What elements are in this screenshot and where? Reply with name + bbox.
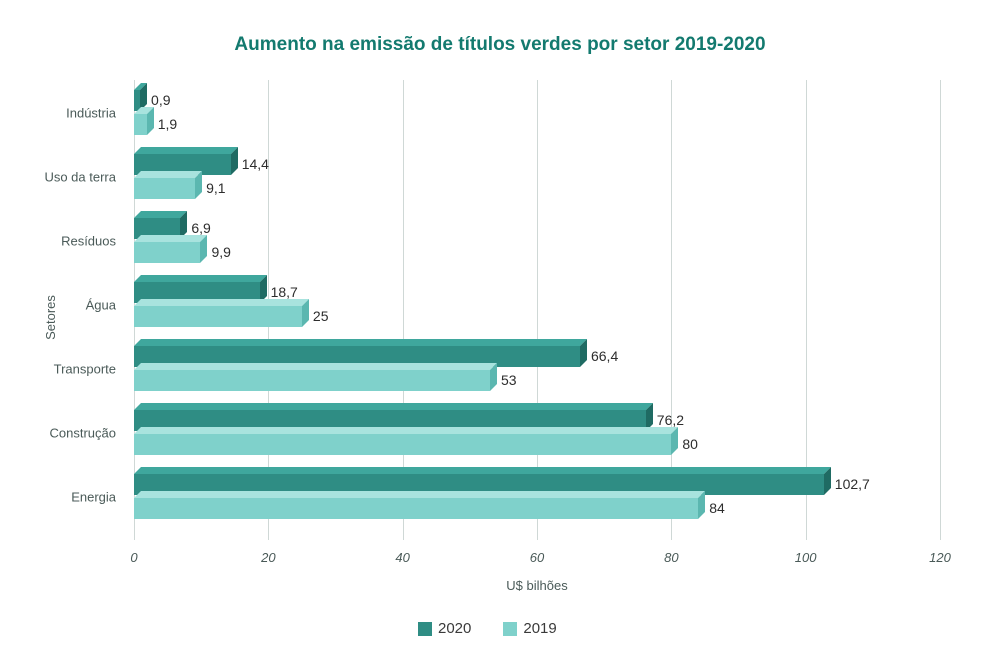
- y-axis-label: Setores: [43, 295, 58, 340]
- legend-swatch: [503, 622, 517, 636]
- legend-item: 2020: [418, 620, 471, 637]
- x-tick-label: 20: [261, 550, 275, 565]
- x-tick-label: 80: [664, 550, 678, 565]
- legend: 2020 2019: [418, 620, 557, 637]
- bar: [134, 114, 147, 135]
- category-label: Construção: [50, 425, 134, 440]
- legend-label: 2020: [438, 620, 471, 637]
- bar: [134, 178, 195, 199]
- category-label: Água: [86, 297, 134, 312]
- x-tick-label: 40: [395, 550, 409, 565]
- bar-value-label: 14,4: [242, 156, 269, 172]
- bar: [134, 242, 200, 263]
- bar: [134, 498, 698, 519]
- gridline: [940, 80, 941, 540]
- bars-layer: Indústria0,91,9Uso da terra14,49,1Resídu…: [134, 80, 940, 540]
- bar-value-label: 84: [709, 500, 725, 516]
- category-label: Indústria: [66, 105, 134, 120]
- bar-value-label: 1,9: [158, 116, 177, 132]
- bar-value-label: 76,2: [657, 412, 684, 428]
- category-label: Resíduos: [61, 233, 134, 248]
- category-label: Energia: [71, 489, 134, 504]
- bar: [134, 434, 671, 455]
- bar: [134, 370, 490, 391]
- bar-value-label: 102,7: [835, 476, 870, 492]
- legend-swatch: [418, 622, 432, 636]
- bar-value-label: 9,9: [211, 244, 230, 260]
- legend-item: 2019: [503, 620, 556, 637]
- bar-value-label: 6,9: [191, 220, 210, 236]
- bar-value-label: 80: [682, 436, 698, 452]
- plot-area: Indústria0,91,9Uso da terra14,49,1Resídu…: [134, 80, 940, 540]
- bar: [134, 306, 302, 327]
- x-axis-label: U$ bilhões: [134, 578, 940, 593]
- bar-value-label: 53: [501, 372, 517, 388]
- bar-value-label: 25: [313, 308, 329, 324]
- bar-value-label: 18,7: [271, 284, 298, 300]
- chart-title: Aumento na emissão de títulos verdes por…: [0, 34, 1000, 56]
- x-tick-label: 120: [929, 550, 951, 565]
- category-label: Uso da terra: [44, 169, 134, 184]
- bar-value-label: 66,4: [591, 348, 618, 364]
- category-label: Transporte: [54, 361, 134, 376]
- x-tick-label: 100: [795, 550, 817, 565]
- bar-value-label: 9,1: [206, 180, 225, 196]
- legend-label: 2019: [523, 620, 556, 637]
- x-tick-label: 0: [130, 550, 137, 565]
- chart-stage: Aumento na emissão de títulos verdes por…: [0, 0, 1000, 672]
- x-tick-label: 60: [530, 550, 544, 565]
